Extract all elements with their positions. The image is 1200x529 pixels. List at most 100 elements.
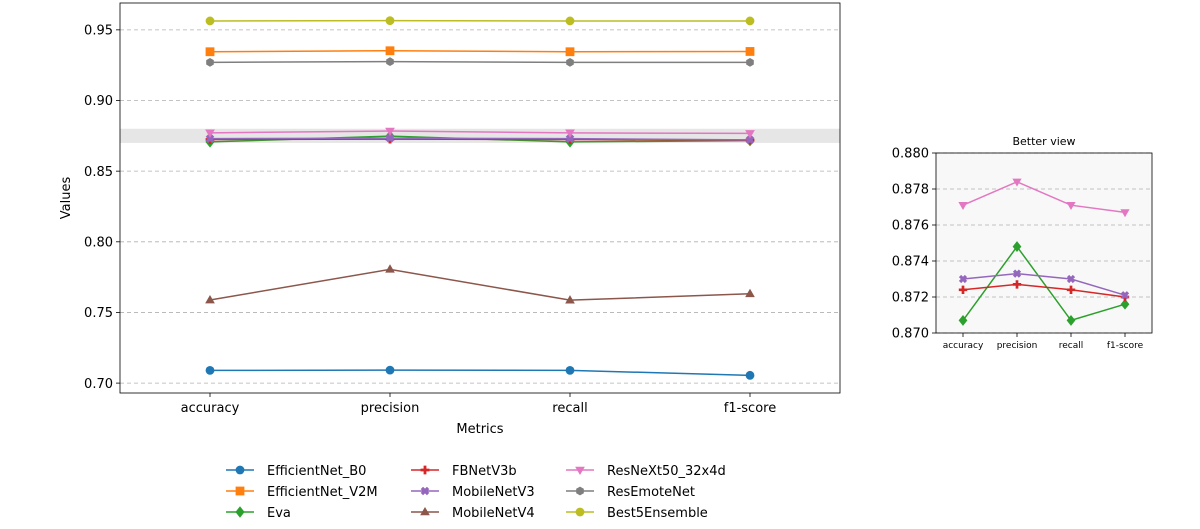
data-point: [205, 294, 215, 304]
series-line: [209, 130, 751, 135]
y-tick-label: 0.90: [84, 94, 113, 109]
data-point: [745, 130, 755, 139]
data-point: [745, 16, 755, 26]
legend-marker: [575, 507, 585, 517]
data-point: [385, 365, 395, 375]
data-point: [1012, 178, 1022, 187]
plot-frame: [935, 152, 1153, 334]
legend-marker: [420, 486, 430, 496]
legend-marker: [420, 506, 430, 516]
legend-entry-efficientnet-v2m: EfficientNet_V2M: [226, 485, 378, 500]
y-tick-label: 0.75: [84, 306, 113, 321]
legend-label: ResNeXt50_32x4d: [607, 464, 726, 479]
plot-background: [936, 153, 1152, 333]
data-point: [958, 274, 968, 284]
series-mobilenetv3: [205, 133, 755, 145]
y-tick-label: 0.80: [84, 235, 113, 250]
legend-entry-mobilenetv4: MobileNetV4: [411, 506, 535, 521]
y-tick-label: 0.880: [892, 147, 929, 162]
series-line: [962, 245, 1126, 322]
legend-label: EfficientNet_V2M: [267, 485, 378, 500]
legend-marker: [235, 486, 245, 496]
data-point: [566, 57, 574, 67]
data-point: [565, 295, 575, 304]
legend-label: Best5Ensemble: [607, 506, 708, 521]
series-line: [209, 60, 750, 64]
series-line: [962, 180, 1126, 214]
plot-frame: [119, 2, 841, 394]
data-point: [1120, 298, 1130, 310]
x-axis-label: Metrics: [456, 422, 503, 437]
data-point: [385, 127, 395, 137]
legend-entry-mobilenetv3: MobileNetV3: [411, 485, 535, 500]
series-mobilenetv3: [958, 269, 1130, 300]
y-tick-label: 0.870: [892, 327, 929, 342]
inset-chart: 0.870 0.872 0.874 0.876 0.878 0.880 accuracy pr…: [892, 135, 1153, 351]
series-mobilenetv4: [205, 264, 755, 304]
data-point: [565, 134, 575, 143]
data-point-shape: [1120, 291, 1130, 300]
data-point: [206, 57, 214, 67]
data-point: [565, 129, 575, 138]
series-resnext50-32x4d: [958, 178, 1130, 218]
x-tick-label: f1-score: [1107, 341, 1144, 351]
legend-label: EfficientNet_B0: [267, 464, 366, 479]
legend-entry-resnext50-32x4d: ResNeXt50_32x4d: [566, 464, 726, 479]
main-chart: 0.70 0.75 0.80 0.85 0.90 0.95 accuracy precisio…: [59, 2, 841, 437]
legend-marker: [235, 506, 245, 518]
x-tick-label: precision: [361, 401, 420, 416]
x-tick-label: accuracy: [181, 401, 240, 416]
data-point: [205, 47, 215, 57]
x-tick-label: accuracy: [943, 341, 984, 351]
legend-label: Eva: [267, 506, 291, 521]
series-efficientnet-v2m: [205, 46, 755, 57]
x-tick-label: recall: [552, 401, 587, 416]
data-point: [565, 365, 575, 375]
y-tick-label: 0.876: [892, 219, 929, 234]
legend-marker: [575, 466, 585, 476]
data-point: [1066, 274, 1076, 284]
data-point: [745, 47, 755, 56]
data-point: [958, 314, 968, 326]
series-resemotenet: [206, 57, 754, 67]
y-tick-label: 0.95: [84, 24, 113, 39]
data-point: [1012, 241, 1022, 253]
legend-entry-resemotenet: ResEmoteNet: [566, 485, 695, 500]
y-axis-label: Values: [59, 177, 74, 220]
data-point: [385, 264, 395, 273]
legend-marker: [420, 465, 430, 475]
legend-entry-efficientnet-b0: EfficientNet_B0: [226, 464, 366, 479]
data-point: [958, 202, 968, 211]
legend-marker: [235, 465, 245, 475]
data-point: [1066, 285, 1076, 294]
series-line: [962, 283, 1126, 298]
y-tick-label: 0.70: [84, 377, 113, 392]
data-point-shape: [958, 274, 968, 284]
y-tick-label: 0.874: [892, 255, 929, 270]
data-point-shape: [1066, 274, 1076, 284]
data-point: [205, 365, 215, 375]
data-point: [1012, 280, 1022, 289]
data-point: [1066, 314, 1076, 326]
data-point: [746, 57, 754, 67]
y-tick-label: 0.878: [892, 183, 929, 198]
series-line: [209, 137, 751, 141]
data-point: [1120, 291, 1130, 300]
data-point: [386, 57, 394, 67]
data-point: [1120, 209, 1130, 218]
data-point: [1066, 202, 1076, 211]
x-tick-label: f1-score: [724, 401, 776, 416]
chart-title: Better view: [1012, 135, 1075, 148]
data-point-shape: [1012, 269, 1022, 278]
data-point: [565, 16, 575, 26]
legend-marker-shape: [420, 486, 430, 496]
series-line: [209, 268, 751, 301]
y-tick-label: 0.872: [892, 291, 929, 306]
legend-entry-fbnetv3b: FBNetV3b: [411, 464, 517, 479]
data-point: [205, 129, 215, 138]
series-efficientnet-b0: [205, 365, 755, 380]
legend-entry-eva: Eva: [226, 506, 291, 521]
legend-label: FBNetV3b: [452, 464, 517, 479]
data-point: [385, 133, 395, 143]
